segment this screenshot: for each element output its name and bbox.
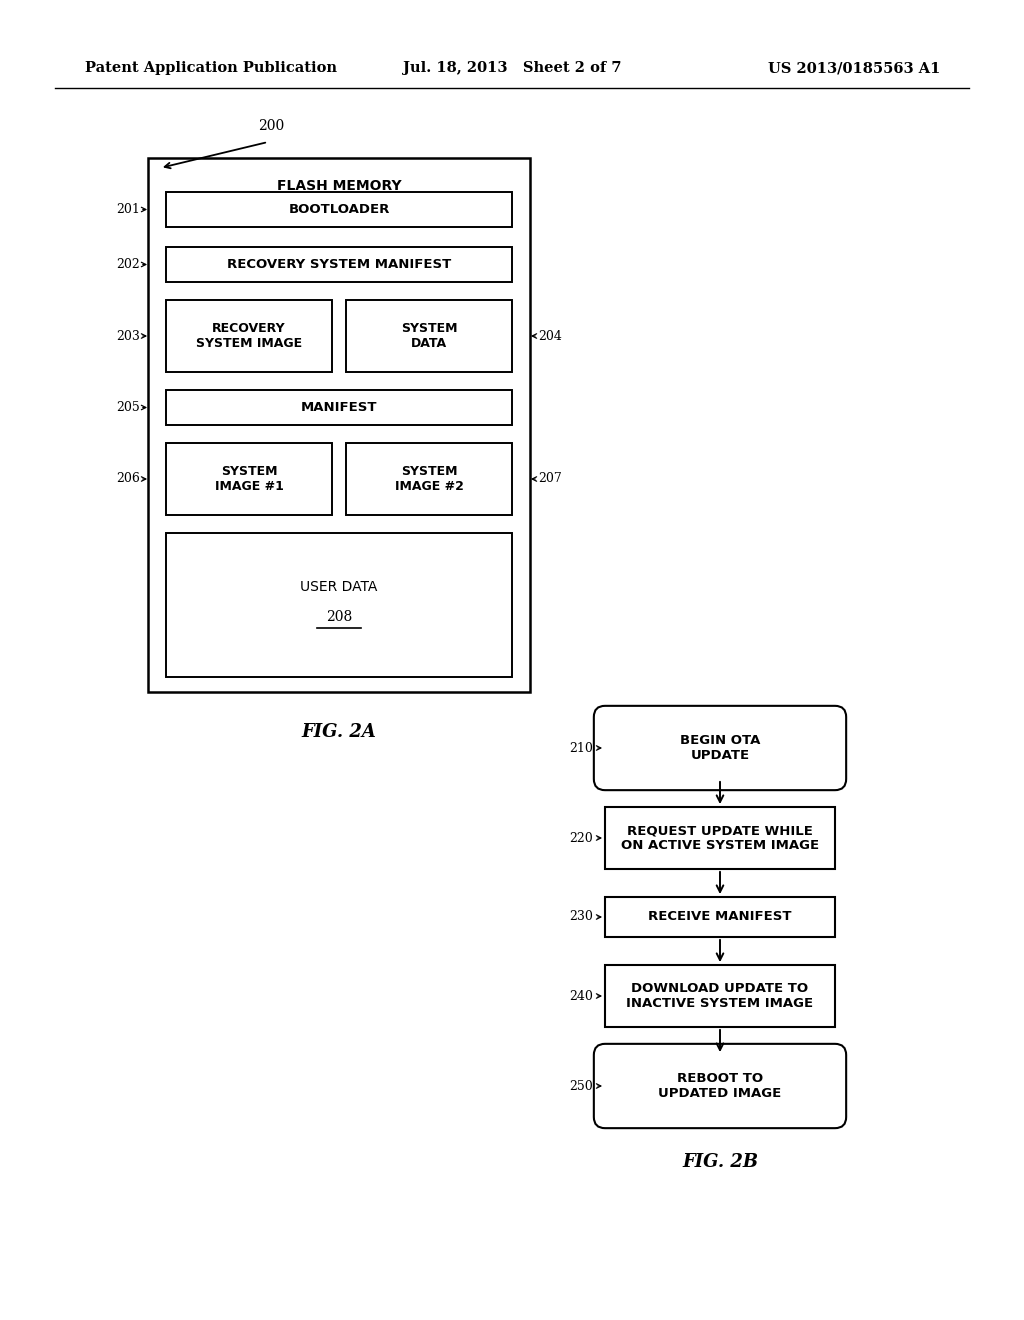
Text: 230: 230 — [569, 911, 593, 924]
Text: Patent Application Publication: Patent Application Publication — [85, 61, 337, 75]
Text: RECEIVE MANIFEST: RECEIVE MANIFEST — [648, 911, 792, 924]
Text: 202: 202 — [117, 257, 140, 271]
Text: US 2013/0185563 A1: US 2013/0185563 A1 — [768, 61, 940, 75]
Text: 220: 220 — [569, 832, 593, 845]
Bar — [605, 807, 835, 869]
FancyBboxPatch shape — [594, 706, 846, 791]
Text: DOWNLOAD UPDATE TO
INACTIVE SYSTEM IMAGE: DOWNLOAD UPDATE TO INACTIVE SYSTEM IMAGE — [627, 982, 813, 1010]
Text: BOOTLOADER: BOOTLOADER — [289, 203, 390, 216]
Text: REBOOT TO
UPDATED IMAGE: REBOOT TO UPDATED IMAGE — [658, 1072, 781, 1100]
Bar — [166, 533, 512, 677]
Text: 206: 206 — [116, 473, 140, 486]
Bar — [166, 191, 512, 227]
Text: FIG. 2B: FIG. 2B — [682, 1152, 758, 1171]
Bar — [148, 158, 530, 692]
Bar — [166, 247, 512, 282]
Text: RECOVERY SYSTEM MANIFEST: RECOVERY SYSTEM MANIFEST — [227, 257, 452, 271]
Text: FIG. 2A: FIG. 2A — [301, 723, 377, 741]
Text: 208: 208 — [326, 610, 352, 624]
Bar — [346, 444, 512, 515]
Text: 210: 210 — [569, 742, 593, 755]
Text: 207: 207 — [538, 473, 562, 486]
Text: SYSTEM
DATA: SYSTEM DATA — [400, 322, 458, 350]
Text: Jul. 18, 2013   Sheet 2 of 7: Jul. 18, 2013 Sheet 2 of 7 — [402, 61, 622, 75]
Bar — [346, 300, 512, 372]
Bar — [166, 300, 332, 372]
Bar — [166, 444, 332, 515]
Text: 204: 204 — [538, 330, 562, 342]
Text: BEGIN OTA
UPDATE: BEGIN OTA UPDATE — [680, 734, 760, 762]
Bar — [605, 898, 835, 937]
Bar — [166, 389, 512, 425]
Text: 203: 203 — [116, 330, 140, 342]
Text: 200: 200 — [258, 119, 285, 133]
Text: 205: 205 — [117, 401, 140, 414]
Text: FLASH MEMORY: FLASH MEMORY — [276, 180, 401, 193]
Text: USER DATA: USER DATA — [300, 579, 378, 594]
Text: SYSTEM
IMAGE #2: SYSTEM IMAGE #2 — [394, 465, 464, 492]
Bar — [605, 965, 835, 1027]
FancyBboxPatch shape — [594, 1044, 846, 1129]
Text: 201: 201 — [116, 203, 140, 216]
Text: MANIFEST: MANIFEST — [301, 401, 377, 414]
Text: 250: 250 — [569, 1080, 593, 1093]
Text: RECOVERY
SYSTEM IMAGE: RECOVERY SYSTEM IMAGE — [196, 322, 302, 350]
Text: 240: 240 — [569, 990, 593, 1002]
Text: SYSTEM
IMAGE #1: SYSTEM IMAGE #1 — [215, 465, 284, 492]
Text: REQUEST UPDATE WHILE
ON ACTIVE SYSTEM IMAGE: REQUEST UPDATE WHILE ON ACTIVE SYSTEM IM… — [621, 824, 819, 851]
